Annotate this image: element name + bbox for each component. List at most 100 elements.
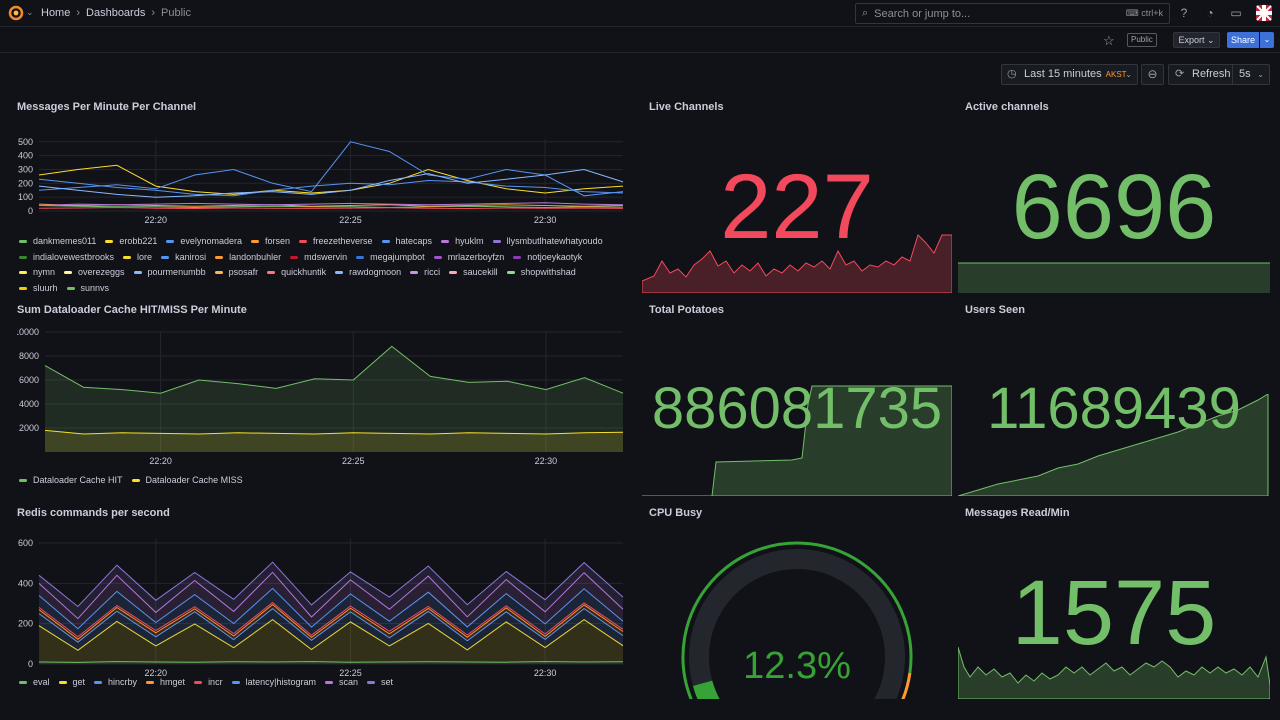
refresh-button[interactable]: ⟳ Refresh	[1168, 64, 1233, 85]
search-input[interactable]: ⌕ Search or jump to... ⌨ ctrl+k	[855, 3, 1170, 24]
series-line[interactable]	[38, 206, 624, 210]
legend-item[interactable]: nymn	[19, 265, 55, 281]
legend-item[interactable]: mdswervin	[290, 250, 347, 266]
grafana-logo-icon[interactable]	[8, 5, 24, 21]
series-line[interactable]	[44, 429, 624, 435]
legend-item[interactable]: sluurh	[19, 281, 58, 291]
legend-item[interactable]: ricci	[410, 265, 440, 281]
dataloader-chart[interactable]: 2000 4000 6000 8000 10000 22:20 22:25 22:30	[17, 324, 629, 472]
panel-dataloader: Sum Dataloader Cache HIT/MISS Per Minute…	[17, 304, 629, 494]
panel-redis: Redis commands per second 0 200 400 600 22:2…	[17, 507, 629, 697]
legend-item[interactable]: dankmemes011	[19, 234, 96, 250]
legend-label: dankmemes011	[33, 236, 97, 246]
legend-label: evelynomadera	[180, 236, 242, 246]
series-line[interactable]	[38, 571, 624, 620]
legend-swatch	[250, 240, 259, 244]
series-line[interactable]	[38, 203, 624, 207]
share-dropdown-button[interactable]: ⌄	[1260, 32, 1274, 48]
legend-item[interactable]: overezeggs	[64, 265, 125, 281]
series-line[interactable]	[38, 141, 624, 197]
series-line[interactable]	[38, 661, 624, 663]
series-line[interactable]	[38, 603, 624, 640]
legend-item[interactable]: scan	[324, 675, 358, 691]
users-seen-sparkline	[958, 394, 1269, 496]
refresh-interval-picker[interactable]: 5s ⌄	[1233, 64, 1270, 85]
series-line[interactable]	[38, 618, 624, 651]
legend-item[interactable]: mrlazerboyfzn	[433, 250, 504, 266]
legend-item[interactable]: quickhuntik	[267, 265, 326, 281]
legend-item[interactable]: rawdogmoon	[335, 265, 401, 281]
panel-title[interactable]: Messages Per Minute Per Channel	[17, 101, 197, 113]
legend-item[interactable]: sunnys	[66, 281, 109, 291]
series-line[interactable]	[44, 345, 624, 394]
rss-icon[interactable]: ◔	[1206, 6, 1214, 20]
legend-item[interactable]: freezetheverse	[298, 234, 373, 250]
series-line[interactable]	[38, 164, 624, 195]
series-line[interactable]	[38, 168, 624, 198]
series-line[interactable]	[38, 205, 624, 209]
legend-item[interactable]: saucekill	[449, 265, 498, 281]
panel-users-seen: Users Seen 11689439	[958, 304, 1270, 496]
legend-item[interactable]: kanirosi	[161, 250, 206, 266]
legend-item[interactable]: hincrby	[94, 675, 137, 691]
panel-title[interactable]: Redis commands per second	[17, 507, 170, 519]
avatar[interactable]	[1256, 5, 1272, 21]
gauge-arc	[692, 680, 720, 699]
legend-item[interactable]: shopwithshad	[506, 265, 576, 281]
chevron-down-icon[interactable]: ⌄	[26, 7, 34, 17]
zoom-out-button[interactable]: ⊖	[1141, 64, 1164, 85]
legend-item[interactable]: Dataloader Cache MISS	[131, 473, 243, 489]
export-button[interactable]: Export ⌄	[1173, 32, 1220, 48]
legend-item[interactable]: forsen	[250, 234, 290, 250]
legend-item[interactable]: latency|histogram	[231, 675, 316, 691]
series-line[interactable]	[38, 178, 624, 197]
help-icon[interactable]: ?	[1180, 6, 1188, 20]
legend-item[interactable]: Dataloader Cache HIT	[19, 473, 123, 489]
legend-item[interactable]: hatecaps	[381, 234, 432, 250]
series-line[interactable]	[38, 587, 624, 630]
breadcrumb-dashboards[interactable]: Dashboards	[86, 7, 146, 19]
panel-title[interactable]: Users Seen	[965, 304, 1025, 316]
legend-item[interactable]: psosafr	[214, 265, 258, 281]
panel-title[interactable]: Live Channels	[649, 101, 724, 113]
legend-item[interactable]: indialovewestbrooks	[19, 250, 114, 266]
legend-item[interactable]: set	[366, 675, 393, 691]
legend-item[interactable]: landonbuhler	[215, 250, 281, 266]
legend-item[interactable]: notjoeykaotyk	[513, 250, 582, 266]
x-tick-label: 22:20	[145, 668, 168, 676]
panel-title[interactable]: Active channels	[965, 101, 1049, 113]
legend-item[interactable]: eval	[19, 675, 50, 691]
series-line[interactable]	[38, 202, 624, 206]
monitor-icon[interactable]: ▭	[1230, 6, 1242, 20]
series-line[interactable]	[38, 601, 624, 638]
legend-swatch	[58, 681, 67, 685]
series-line[interactable]	[38, 561, 624, 608]
legend-label: megajumpbot	[370, 251, 425, 262]
legend-item[interactable]: hyuklm	[441, 234, 484, 250]
breadcrumb-current: Public	[161, 7, 191, 19]
legend-swatch	[19, 271, 27, 275]
panel-title[interactable]: Sum Dataloader Cache HIT/MISS Per Minute	[17, 304, 247, 316]
legend-item[interactable]: erobb221	[105, 234, 157, 250]
panel-title[interactable]: Total Potatoes	[649, 304, 724, 316]
legend-item[interactable]: get	[58, 675, 85, 691]
panel-title[interactable]: CPU Busy	[649, 507, 703, 519]
legend-item[interactable]: lore	[123, 250, 152, 266]
share-button[interactable]: Share	[1227, 32, 1259, 48]
panel-title[interactable]: Messages Read/Min	[965, 507, 1070, 519]
legend-item[interactable]: megajumpbot	[356, 250, 425, 266]
time-range-picker[interactable]: ◷ Last 15 minutes AKST ⌄	[1001, 64, 1138, 85]
legend-item[interactable]: pourmenumbb	[133, 265, 206, 281]
legend-item[interactable]: hmget	[146, 675, 185, 691]
star-icon[interactable]: ☆	[1103, 33, 1115, 48]
legend-item[interactable]: evelynomadera	[166, 234, 242, 250]
legend-swatch	[433, 255, 442, 259]
legend-swatch	[449, 271, 458, 275]
redis-chart[interactable]: 0 200 400 600 22:20 22:25 22:30	[17, 531, 629, 676]
messages-per-minute-chart[interactable]: 0 100 200 300 400 500 22:20 22:25 22:30	[17, 131, 629, 226]
legend-item[interactable]: llysmbutlhatewhatyoudo	[492, 234, 603, 250]
legend-label: kanirosi	[175, 251, 207, 262]
legend-item[interactable]: incr	[194, 675, 223, 691]
series-line[interactable]	[38, 607, 624, 643]
breadcrumb-home[interactable]: Home	[41, 7, 71, 19]
